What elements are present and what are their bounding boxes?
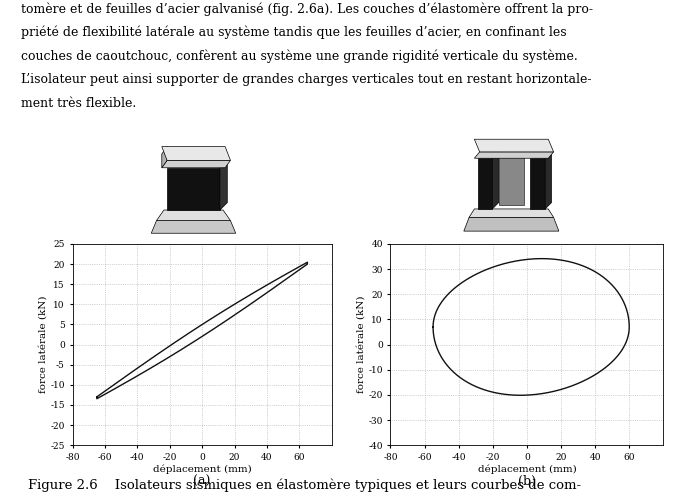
X-axis label: déplacement (mm): déplacement (mm) [153,465,252,474]
Text: priété de flexibilité latérale au système tandis que les feuilles d’acier, en co: priété de flexibilité latérale au systèm… [21,26,567,39]
Y-axis label: force latérale (kN): force latérale (kN) [39,296,48,393]
Polygon shape [151,220,236,233]
Text: ment très flexible.: ment très flexible. [21,97,136,110]
Polygon shape [531,158,545,209]
Polygon shape [545,152,551,209]
Polygon shape [162,147,231,160]
Polygon shape [492,152,499,209]
Text: L’isolateur peut ainsi supporter de grandes charges verticales tout en restant h: L’isolateur peut ainsi supporter de gran… [21,73,591,87]
Text: (a): (a) [193,475,211,488]
Polygon shape [162,147,167,168]
Polygon shape [464,217,559,231]
Polygon shape [167,168,220,210]
Polygon shape [156,210,231,220]
Text: (b): (b) [518,475,536,488]
Polygon shape [477,158,492,209]
Polygon shape [499,154,524,205]
Polygon shape [220,160,227,210]
X-axis label: déplacement (mm): déplacement (mm) [477,465,576,474]
Polygon shape [162,160,231,168]
Polygon shape [474,152,553,158]
Polygon shape [469,209,553,217]
Y-axis label: force latérale (kN): force latérale (kN) [357,296,366,393]
Text: couches de caoutchouc, confèrent au système une grande rigidité verticale du sys: couches de caoutchouc, confèrent au syst… [21,50,578,63]
Text: Figure 2.6    Isolateurs sismiques en élastomère typiques et leurs courbes de co: Figure 2.6 Isolateurs sismiques en élast… [28,478,580,492]
Polygon shape [474,139,553,152]
Text: tomère et de feuilles d’acier galvanisé (fig. 2.6a). Les couches d’élastomère of: tomère et de feuilles d’acier galvanisé … [21,2,593,16]
